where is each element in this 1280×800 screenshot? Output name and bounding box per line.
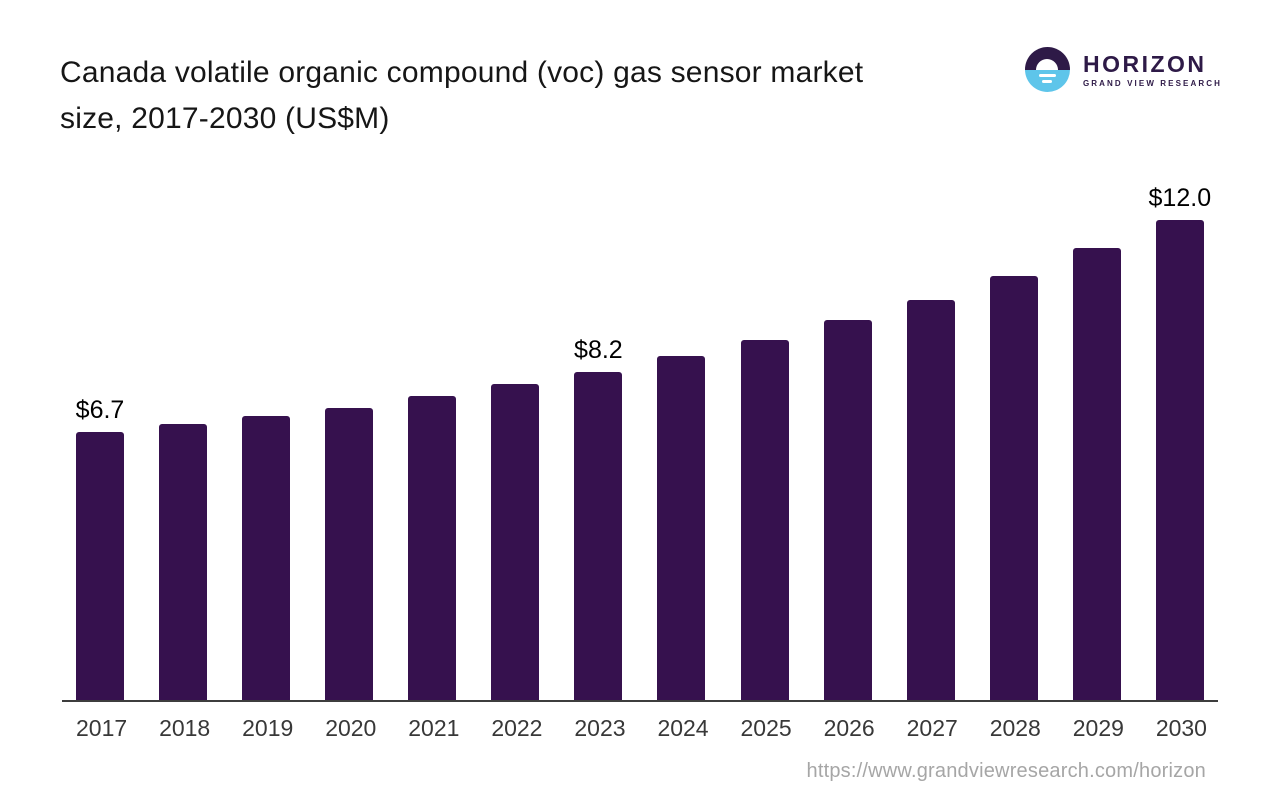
logo-icon-sky	[1024, 47, 1070, 70]
bar-column-2019	[242, 416, 291, 700]
chart-title: Canada volatile organic compound (voc) g…	[60, 50, 863, 142]
bar-column-2029	[1072, 248, 1121, 700]
x-tick-label-2021: 2021	[408, 715, 460, 741]
chart-title-line2: size, 2017-2030 (US$M)	[60, 102, 390, 135]
logo-icon-reflection-line	[1042, 80, 1053, 83]
bar-column-2018	[159, 424, 208, 700]
x-tick-label-2020: 2020	[325, 715, 377, 741]
bar-column-2026	[823, 320, 872, 700]
bar-2020	[325, 408, 374, 700]
logo-subtitle: GRAND VIEW RESEARCH	[1082, 78, 1222, 88]
bar-2025	[740, 340, 789, 700]
bar-2024	[657, 356, 706, 700]
horizon-sun-icon	[1024, 47, 1070, 92]
bar-column-2021	[408, 396, 457, 700]
bar-2022	[491, 384, 540, 700]
bar-column-2028	[989, 276, 1038, 700]
x-tick-label-2028: 2028	[989, 715, 1041, 741]
bar-2027	[906, 300, 955, 700]
bar-2021	[408, 396, 457, 700]
bar-2028	[989, 276, 1038, 700]
bar-2018	[159, 424, 208, 700]
bar-2017	[76, 432, 124, 700]
bar-2029	[1072, 248, 1121, 700]
bar-value-label-2017: $6.7	[75, 396, 125, 424]
x-tick-label-2030: 2030	[1155, 715, 1207, 741]
plot-area: $6.7 $8.2 $12.0	[62, 184, 1218, 702]
x-tick-label-2024: 2024	[657, 715, 709, 741]
x-axis-labels: 2017 2018 2019 2020 2021 2022 2023 2024 2025 2026…	[62, 715, 1218, 742]
x-tick-label-2023: 2023	[574, 715, 626, 741]
logo-icon-sun-arch	[1036, 58, 1059, 70]
x-tick-label-2025: 2025	[740, 715, 792, 741]
bar-column-2027	[906, 300, 955, 700]
logo-icon-reflection-line	[1038, 73, 1056, 77]
bar-column-2020	[325, 408, 374, 700]
source-url: https://www.grandviewresearch.com/horizo…	[806, 760, 1206, 782]
bar-2030	[1155, 220, 1204, 700]
logo-text: HORIZON GRAND VIEW RESEARCH	[1083, 52, 1222, 88]
bar-column-2025	[740, 340, 789, 700]
logo-name: HORIZON	[1082, 50, 1207, 77]
bar-value-label-2023: $8.2	[574, 336, 623, 364]
chart-title-line1: Canada volatile organic compound (voc) g…	[60, 56, 864, 89]
bar-column-2017: $6.7	[76, 396, 124, 700]
x-tick-label-2026: 2026	[823, 715, 875, 741]
bar-column-2024	[657, 356, 706, 700]
x-tick-label-2018: 2018	[159, 715, 211, 741]
bar-2023	[574, 372, 623, 700]
x-tick-label-2017: 2017	[76, 715, 128, 741]
x-tick-label-2022: 2022	[491, 715, 543, 741]
x-tick-label-2019: 2019	[242, 715, 294, 741]
bar-2019	[242, 416, 291, 700]
bar-column-2030: $12.0	[1149, 184, 1211, 700]
bar-column-2023: $8.2	[574, 336, 623, 700]
bar-2026	[823, 320, 872, 700]
x-tick-label-2029: 2029	[1072, 715, 1124, 741]
bar-chart: $6.7 $8.2 $12.0 2017 2018 2019 2020 2021 2022 20…	[62, 184, 1218, 742]
bar-column-2022	[491, 384, 540, 700]
bar-value-label-2030: $12.0	[1148, 184, 1212, 212]
x-tick-label-2027: 2027	[906, 715, 958, 741]
horizon-logo: HORIZON GRAND VIEW RESEARCH	[1024, 47, 1222, 92]
